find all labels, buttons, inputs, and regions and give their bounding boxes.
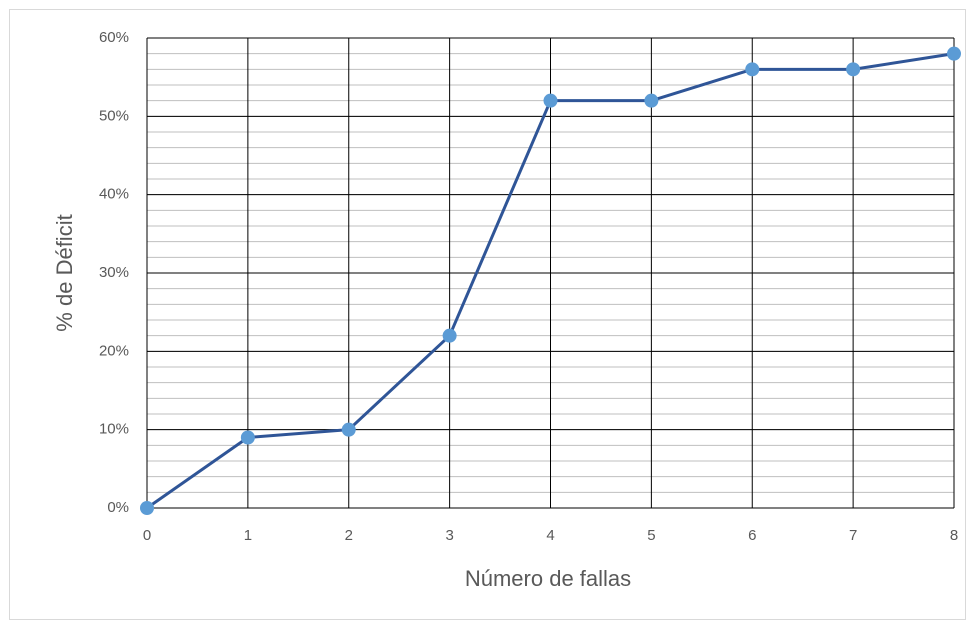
y-tick-label: 30% xyxy=(99,264,129,281)
marker xyxy=(341,422,356,437)
y-tick-label: 40% xyxy=(99,186,129,203)
y-tick-label: 20% xyxy=(99,342,129,359)
y-tick-label: 50% xyxy=(99,107,129,124)
chart-frame xyxy=(9,9,966,620)
x-tick-label: 0 xyxy=(143,527,151,544)
x-tick-label: 8 xyxy=(950,527,958,544)
x-tick-label: 7 xyxy=(849,527,857,544)
x-tick-label: 6 xyxy=(748,527,756,544)
y-tick-label: 60% xyxy=(99,29,129,46)
x-tick-label: 3 xyxy=(445,527,453,544)
y-tick-label: 10% xyxy=(99,421,129,438)
x-axis-title: Número de fallas xyxy=(465,566,631,591)
x-tick-label: 1 xyxy=(244,527,252,544)
marker xyxy=(846,62,861,77)
y-axis-title: % de Déficit xyxy=(52,214,77,331)
marker xyxy=(947,46,961,61)
marker xyxy=(644,93,659,108)
marker xyxy=(240,430,255,445)
marker xyxy=(745,62,760,77)
marker xyxy=(543,93,558,108)
x-tick-label: 2 xyxy=(345,527,353,544)
x-tick-label: 4 xyxy=(546,527,554,544)
marker xyxy=(442,328,457,343)
marker xyxy=(140,501,154,515)
y-tick-label: 0% xyxy=(107,499,129,516)
x-tick-label: 5 xyxy=(647,527,655,544)
